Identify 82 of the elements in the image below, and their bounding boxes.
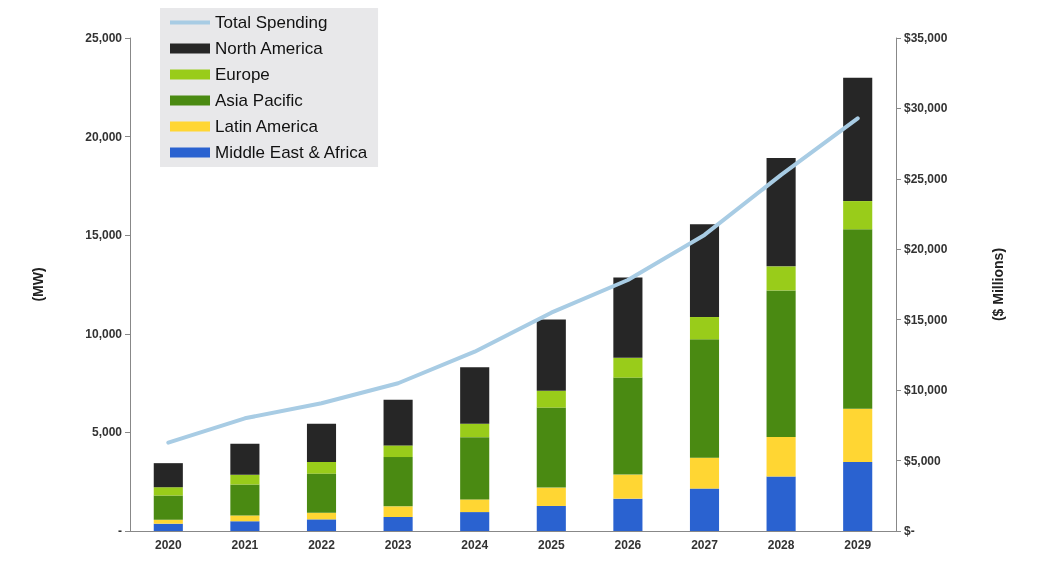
bar bbox=[843, 461, 873, 531]
bar bbox=[613, 277, 643, 358]
y-tick-label: 25,000 bbox=[85, 31, 123, 45]
x-tick-label: 2021 bbox=[231, 538, 259, 552]
bar bbox=[383, 517, 413, 531]
bar bbox=[766, 158, 796, 267]
bar bbox=[306, 519, 337, 531]
bar bbox=[843, 229, 873, 409]
y-tick-label: - bbox=[118, 524, 122, 538]
y2-axis-title: ($ Millions) bbox=[990, 247, 1006, 322]
bar bbox=[766, 476, 796, 531]
bar bbox=[230, 474, 260, 485]
y-axis-title: (MW) bbox=[30, 267, 46, 302]
y-tick-label: 10,000 bbox=[85, 326, 123, 341]
bar bbox=[383, 457, 413, 507]
y2-tick-label: $5,000 bbox=[904, 453, 942, 468]
x-tick-label: 2024 bbox=[461, 538, 489, 552]
bar bbox=[306, 473, 337, 513]
bar bbox=[536, 390, 566, 408]
x-tick-label: 2027 bbox=[691, 538, 719, 552]
bar bbox=[306, 461, 337, 474]
y-tick-label: 15,000 bbox=[85, 228, 123, 243]
y2-tick-label: $30,000 bbox=[904, 101, 948, 116]
bar bbox=[613, 357, 643, 378]
bar bbox=[843, 408, 873, 462]
bar bbox=[230, 515, 260, 522]
y2-tick-label: $15,000 bbox=[904, 312, 948, 327]
bar bbox=[460, 499, 490, 513]
bar bbox=[383, 399, 413, 446]
line-series bbox=[166, 116, 860, 445]
bar bbox=[843, 77, 873, 202]
bar bbox=[766, 290, 796, 437]
legend-label: North America bbox=[215, 39, 324, 58]
bar bbox=[153, 487, 183, 496]
bar bbox=[843, 201, 873, 230]
y2-tick-label: $10,000 bbox=[904, 383, 948, 398]
bar bbox=[536, 505, 566, 531]
x-tick-label: 2020 bbox=[154, 538, 182, 552]
bar bbox=[230, 484, 260, 516]
x-tick-label: 2029 bbox=[844, 538, 872, 552]
bar bbox=[153, 495, 183, 520]
y-tick-label: 5,000 bbox=[91, 425, 123, 440]
y2-tick-label: $25,000 bbox=[904, 171, 948, 186]
legend-label: Asia Pacific bbox=[215, 91, 304, 110]
bar bbox=[536, 487, 566, 506]
bar bbox=[230, 443, 260, 475]
y2-tick-label: $- bbox=[904, 524, 915, 538]
bar bbox=[689, 339, 720, 458]
bar bbox=[613, 377, 643, 475]
x-tick-label: 2026 bbox=[614, 538, 642, 552]
bar bbox=[230, 521, 260, 531]
bar bbox=[689, 317, 720, 340]
bar bbox=[383, 445, 413, 458]
bar bbox=[153, 519, 183, 524]
legend-label: Middle East & Africa bbox=[215, 143, 368, 162]
bar bbox=[306, 423, 337, 462]
bar bbox=[383, 506, 413, 517]
bar bbox=[153, 463, 183, 488]
bar bbox=[766, 436, 796, 477]
bar bbox=[613, 498, 643, 531]
bar bbox=[536, 407, 566, 488]
y2-tick-label: $20,000 bbox=[904, 242, 948, 257]
y-tick-label: 20,000 bbox=[85, 129, 123, 144]
bar bbox=[460, 437, 490, 500]
bar bbox=[689, 457, 720, 489]
x-tick-label: 2028 bbox=[767, 538, 795, 552]
bar bbox=[613, 474, 643, 499]
bar bbox=[689, 224, 720, 318]
bar bbox=[766, 266, 796, 291]
legend-label: Latin America bbox=[215, 117, 319, 136]
bar bbox=[536, 319, 566, 391]
bar bbox=[689, 488, 720, 531]
legend-label: Europe bbox=[215, 65, 270, 84]
x-tick-label: 2023 bbox=[384, 538, 412, 552]
bar bbox=[460, 367, 490, 424]
bar bbox=[460, 512, 490, 531]
bar bbox=[153, 523, 183, 531]
y2-tick-label: $35,000 bbox=[904, 31, 948, 45]
bar bbox=[460, 423, 490, 438]
legend-label: Total Spending bbox=[215, 13, 328, 32]
x-tick-label: 2022 bbox=[308, 538, 336, 552]
x-tick-label: 2025 bbox=[537, 538, 565, 552]
